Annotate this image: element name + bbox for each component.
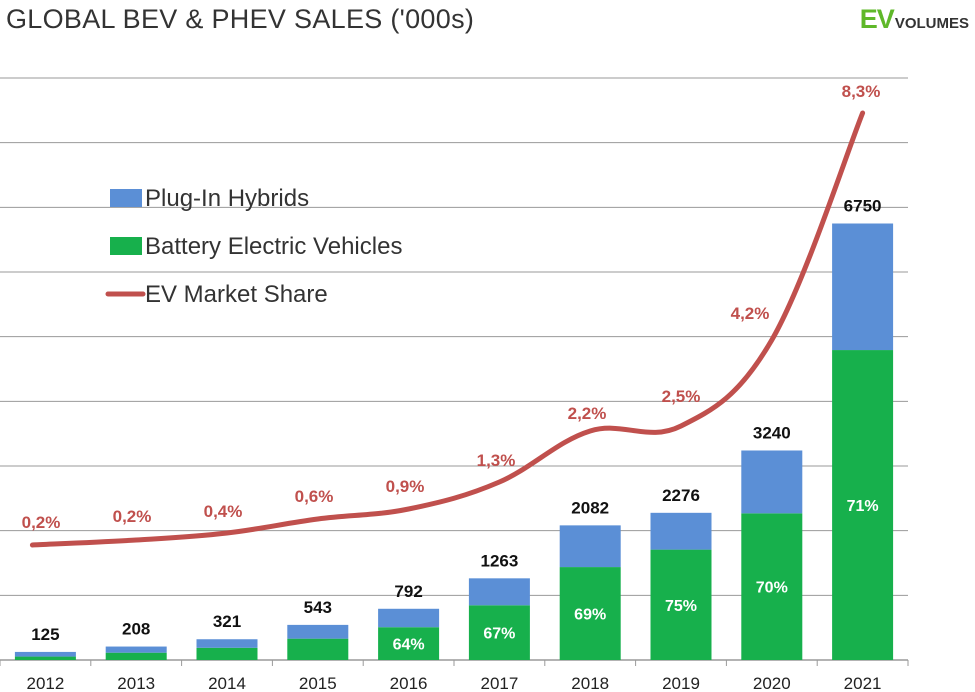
total-label-2016: 792 bbox=[394, 582, 422, 601]
bar-phev-2021 bbox=[832, 223, 894, 351]
total-label-2017: 1263 bbox=[480, 551, 518, 570]
share-label-2017: 1,3% bbox=[477, 451, 516, 470]
bar-bev-2019 bbox=[650, 549, 712, 660]
bar-bev-2013 bbox=[105, 652, 167, 660]
total-label-2018: 2082 bbox=[571, 498, 609, 517]
total-label-2014: 321 bbox=[213, 612, 241, 631]
share-label-2015: 0,6% bbox=[295, 487, 334, 506]
share-label-2018: 2,2% bbox=[568, 404, 607, 423]
bev-share-label-2019: 75% bbox=[665, 598, 697, 615]
legend-label-bev: Battery Electric Vehicles bbox=[145, 233, 402, 260]
x-tick-label-2020: 2020 bbox=[753, 674, 791, 692]
ev-volumes-logo: EVVOLUMES bbox=[860, 4, 969, 35]
x-tick-label-2021: 2021 bbox=[844, 674, 882, 692]
legend: Plug-In Hybrids Battery Electric Vehicle… bbox=[105, 185, 402, 308]
bev-share-label-2018: 69% bbox=[574, 607, 606, 624]
bar-bev-2015 bbox=[287, 638, 349, 660]
legend-swatch-bev bbox=[110, 237, 142, 255]
logo-ev-text: EV bbox=[859, 4, 895, 34]
bar-bev-2017 bbox=[468, 605, 530, 660]
total-label-2013: 208 bbox=[122, 620, 150, 639]
bar-phev-2013 bbox=[105, 646, 167, 653]
bev-share-label-2021: 71% bbox=[847, 498, 879, 515]
share-label-2021: 8,3% bbox=[842, 82, 881, 101]
share-label-2013: 0,2% bbox=[113, 507, 152, 526]
x-tick-label-2017: 2017 bbox=[480, 674, 518, 692]
bar-phev-2016 bbox=[378, 608, 440, 628]
bar-phev-2017 bbox=[468, 578, 530, 606]
share-label-2016: 0,9% bbox=[386, 477, 425, 496]
bev-share-label-2016: 64% bbox=[393, 637, 425, 654]
total-label-2021: 6750 bbox=[844, 197, 882, 216]
legend-swatch-phev bbox=[110, 189, 142, 207]
share-label-2019: 2,5% bbox=[662, 387, 701, 406]
share-line-path bbox=[29, 110, 866, 548]
total-label-2019: 2276 bbox=[662, 486, 700, 505]
share-label-2012: 0,2% bbox=[22, 513, 61, 532]
bar-bev-2018 bbox=[559, 567, 621, 660]
x-tick-label-2014: 2014 bbox=[208, 674, 246, 692]
bar-bev-2021 bbox=[832, 350, 894, 660]
logo-volumes-text: VOLUMES bbox=[894, 15, 969, 32]
bev-share-label-2017: 67% bbox=[483, 626, 515, 643]
bar-phev-2018 bbox=[559, 525, 621, 568]
bev-share-label-2020: 70% bbox=[756, 580, 788, 597]
x-tick-label-2012: 2012 bbox=[26, 674, 64, 692]
total-label-2015: 543 bbox=[304, 598, 332, 617]
share-label-2020: 4,2% bbox=[731, 304, 770, 323]
bar-phev-2019 bbox=[650, 512, 712, 550]
bar-phev-2014 bbox=[196, 639, 258, 648]
bar-phev-2020 bbox=[741, 450, 803, 514]
x-tick-label-2013: 2013 bbox=[117, 674, 155, 692]
x-tick-label-2015: 2015 bbox=[299, 674, 337, 692]
bar-phev-2012 bbox=[14, 651, 76, 657]
x-tick-label-2016: 2016 bbox=[390, 674, 428, 692]
share-label-2014: 0,4% bbox=[204, 502, 243, 521]
x-tick-label-2018: 2018 bbox=[571, 674, 609, 692]
bar-bev-2012 bbox=[14, 656, 76, 660]
x-tick-label-2019: 2019 bbox=[662, 674, 700, 692]
bar-bev-2014 bbox=[196, 647, 258, 660]
bar-phev-2015 bbox=[287, 624, 349, 639]
total-label-2012: 125 bbox=[31, 625, 59, 644]
legend-label-phev: Plug-In Hybrids bbox=[145, 185, 309, 212]
data-labels: 125 208 321 543 792 64% 1263 67% 2082 69% 2276 75% 3… bbox=[31, 197, 881, 654]
total-label-2020: 3240 bbox=[753, 423, 791, 442]
legend-label-share: EV Market Share bbox=[145, 281, 328, 308]
chart-title: GLOBAL BEV & PHEV SALES ('000s) bbox=[6, 4, 475, 34]
bar-bev-2020 bbox=[741, 513, 803, 660]
market-share-line: 0,2% 0,2% 0,4% 0,6% 0,9% 1,3% 2,2% 2,5% 4,2% 8,3% bbox=[22, 82, 881, 548]
bars bbox=[14, 223, 894, 660]
x-axis: 2012 2013 2014 2015 2016 2017 2018 2019 2020 2021 bbox=[0, 660, 909, 692]
bar-bev-2016 bbox=[378, 627, 440, 660]
